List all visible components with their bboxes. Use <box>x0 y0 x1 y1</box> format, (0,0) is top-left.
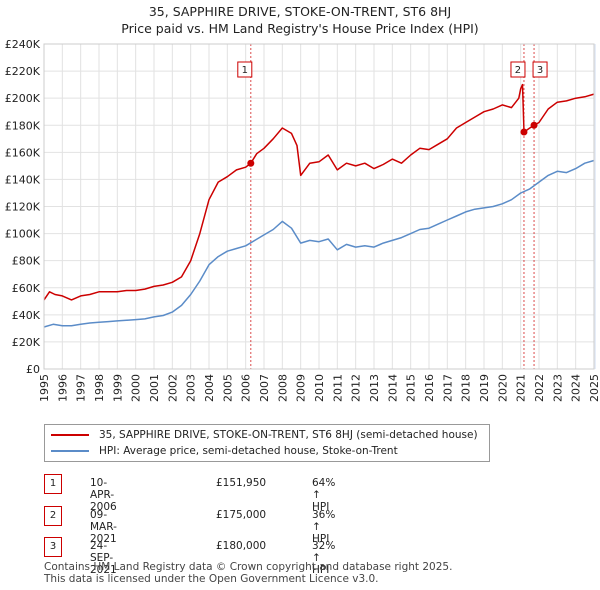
y-tick-label: £100K <box>5 228 41 241</box>
x-tick-label: 2018 <box>460 374 473 402</box>
legend-swatch-property <box>51 434 89 436</box>
x-tick-label: 2024 <box>570 374 583 402</box>
transaction-date: 10-APR-2006 <box>90 477 117 513</box>
x-tick-label: 2016 <box>423 374 436 402</box>
sale-label-2: 2 <box>510 61 526 78</box>
x-tick-label: 2005 <box>221 374 234 402</box>
sale-dot-2 <box>520 128 528 136</box>
x-tick-label: 2015 <box>405 374 418 402</box>
x-tick-label: 2000 <box>130 374 143 402</box>
hpi-line <box>43 159 595 328</box>
x-tick-label: 2017 <box>441 374 454 402</box>
sale-label-box <box>532 61 548 78</box>
footer-licence: This data is licensed under the Open Gov… <box>44 573 379 585</box>
sale-dot-1 <box>247 159 255 167</box>
legend-item-hpi: HPI: Average price, semi-detached house,… <box>51 443 398 459</box>
y-tick-label: £80K <box>12 255 41 268</box>
legend-item-property: 35, SAPPHIRE DRIVE, STOKE-ON-TRENT, ST6 … <box>51 427 478 443</box>
x-tick-label: 2008 <box>276 374 289 402</box>
x-tick-label: 2010 <box>313 374 326 402</box>
sale-label-box <box>237 61 253 78</box>
y-tick-label: £20K <box>12 336 41 349</box>
transaction-hpi-diff: 32% ↑ HPI <box>312 540 336 576</box>
x-tick-label: 2020 <box>496 374 509 402</box>
y-tick-label: £120K <box>5 201 41 214</box>
transaction-hpi-diff: 36% ↑ HPI <box>312 509 336 545</box>
axis-layer: £0 £20K £40K £60K £80K £100K £120K £140K £160K £1… <box>5 38 600 402</box>
chart-subtitle: Price paid vs. HM Land Registry's House … <box>121 21 479 36</box>
y-tick-label: £220K <box>5 65 41 78</box>
sale-label-1: 1 <box>237 61 253 78</box>
y-tick-label: £40K <box>12 309 41 322</box>
x-tick-label: 2022 <box>533 374 546 402</box>
transaction-date: 09-MAR-2021 <box>90 509 117 545</box>
sale-label-text: 3 <box>537 65 543 76</box>
transaction-number-badge: 1 <box>44 474 62 494</box>
x-tick-label: 2019 <box>478 374 491 402</box>
x-tick-label: 2006 <box>240 374 253 402</box>
x-tick-label: 2007 <box>258 374 271 402</box>
sale-labels: 1 2 3 <box>237 61 548 78</box>
x-tick-label: 1997 <box>75 374 88 402</box>
y-tick-label: £180K <box>5 119 41 132</box>
y-tick-label: £60K <box>12 282 41 295</box>
sale-label-text: 2 <box>515 65 521 76</box>
x-tick-label: 2009 <box>295 374 308 402</box>
x-tick-label: 2011 <box>331 374 344 402</box>
y-tick-label: £240K <box>5 38 41 51</box>
x-tick-label: 2001 <box>148 374 161 402</box>
x-tick-label: 2004 <box>203 374 216 402</box>
sale-dots <box>247 121 538 167</box>
series-layer <box>43 83 595 328</box>
footer-copyright: Contains HM Land Registry data © Crown c… <box>44 561 453 573</box>
price-chart: £0 £20K £40K £60K £80K £100K £120K £140K £160K £1… <box>5 38 600 402</box>
transaction-hpi-diff: 64% ↑ HPI <box>312 477 336 513</box>
x-tick-label: 2014 <box>386 374 399 402</box>
projection-shade <box>594 44 596 369</box>
sale-label-text: 1 <box>242 65 248 76</box>
sale-label-box <box>510 61 526 78</box>
projection-shade-layer <box>594 44 596 369</box>
x-tick-label: 2023 <box>551 374 564 402</box>
x-tick-label: 2003 <box>185 374 198 402</box>
x-tick-label: 1999 <box>111 374 124 402</box>
y-tick-label: £160K <box>5 146 41 159</box>
plot-frame <box>43 43 595 370</box>
transaction-date: 24-SEP-2021 <box>90 540 117 576</box>
chart-title-address: 35, SAPPHIRE DRIVE, STOKE-ON-TRENT, ST6 … <box>148 4 452 19</box>
legend-label-hpi: HPI: Average price, semi-detached house,… <box>99 445 398 457</box>
legend-swatch-hpi <box>51 450 89 452</box>
transaction-number-badge: 2 <box>44 506 62 526</box>
transaction-price: £175,000 <box>216 509 267 521</box>
transaction-number-badge: 3 <box>44 537 62 557</box>
x-tick-label: 1995 <box>38 374 51 402</box>
sale-label-3: 3 <box>532 61 548 78</box>
legend: 35, SAPPHIRE DRIVE, STOKE-ON-TRENT, ST6 … <box>44 424 490 462</box>
x-tick-label: 2012 <box>350 374 363 402</box>
transaction-price: £180,000 <box>216 540 267 552</box>
x-tick-label: 2021 <box>515 374 528 402</box>
y-tick-label: £0 <box>26 363 40 376</box>
y-tick-label: £140K <box>5 173 41 186</box>
x-tick-label: 1998 <box>93 374 106 402</box>
sale-dot-3 <box>530 121 538 129</box>
x-tick-label: 1996 <box>56 374 69 402</box>
property-price-line <box>43 83 595 301</box>
x-tick-label: 2013 <box>368 374 381 402</box>
x-tick-label: 2025 <box>588 374 600 402</box>
transaction-price: £151,950 <box>216 477 267 489</box>
legend-label-property: 35, SAPPHIRE DRIVE, STOKE-ON-TRENT, ST6 … <box>99 429 478 441</box>
y-tick-label: £200K <box>5 92 41 105</box>
x-tick-label: 2002 <box>166 374 179 402</box>
